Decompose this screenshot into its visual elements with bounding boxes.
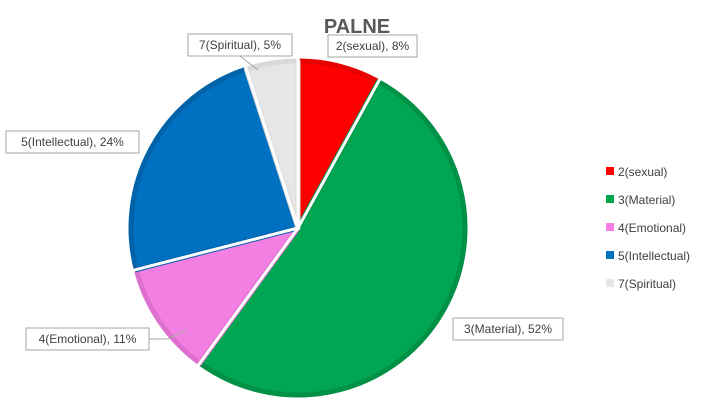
legend-label: 5(Intellectual) [618,249,690,263]
legend-label: 2(sexual) [618,165,667,179]
data-label: 7(Spiritual), 5% [187,33,293,71]
slice-separator [296,78,382,229]
label-leader-line [149,329,187,340]
data-labels: 2(sexual), 8% 3(Material), 52% 4(Emotional… [5,33,564,351]
legend-item: 5(Intellectual) [606,249,690,263]
chart-title: PALNE [324,16,390,38]
legend-swatch [606,195,614,203]
slice-separator [196,227,300,367]
slice-separator [132,226,299,272]
legend-item: 7(Spiritual) [606,277,676,291]
data-label-box [452,317,564,341]
data-label: 2(sexual), 8% [327,34,418,58]
data-label-text: 2(sexual), 8% [336,39,410,53]
pie-slice [133,225,301,366]
pie-slice [197,79,468,398]
legend-label: 7(Spiritual) [618,277,676,291]
data-label-text: 5(Intellectual), 24% [21,135,124,149]
legend-item: 4(Emotional) [606,221,686,235]
legend-label: 4(Emotional) [618,221,686,235]
legend-label: 3(Material) [618,193,675,207]
legend: 2(sexual) 3(Material) 4(Emotional) 5(Intell… [606,165,690,291]
legend-swatch [606,167,614,175]
legend-item: 2(sexual) [606,165,667,179]
data-label-box [5,130,140,154]
data-label-text: 3(Material), 52% [464,322,552,336]
pie-slice [128,66,301,273]
data-label: 4(Emotional), 11% [25,327,187,351]
data-label-box [187,33,293,57]
legend-swatch [606,279,614,287]
data-label-box [327,34,418,58]
label-leader-line [239,55,259,71]
data-label-text: 7(Spiritual), 5% [199,38,281,52]
data-label-text: 4(Emotional), 11% [39,332,137,346]
pie-slices [128,58,468,398]
slice-separator [244,65,300,229]
data-label: 3(Material), 52% [452,317,564,341]
data-label-box [25,327,150,351]
legend-item: 3(Material) [606,193,675,207]
legend-swatch [606,251,614,259]
legend-swatch [606,223,614,231]
data-label: 5(Intellectual), 24% [5,130,140,154]
